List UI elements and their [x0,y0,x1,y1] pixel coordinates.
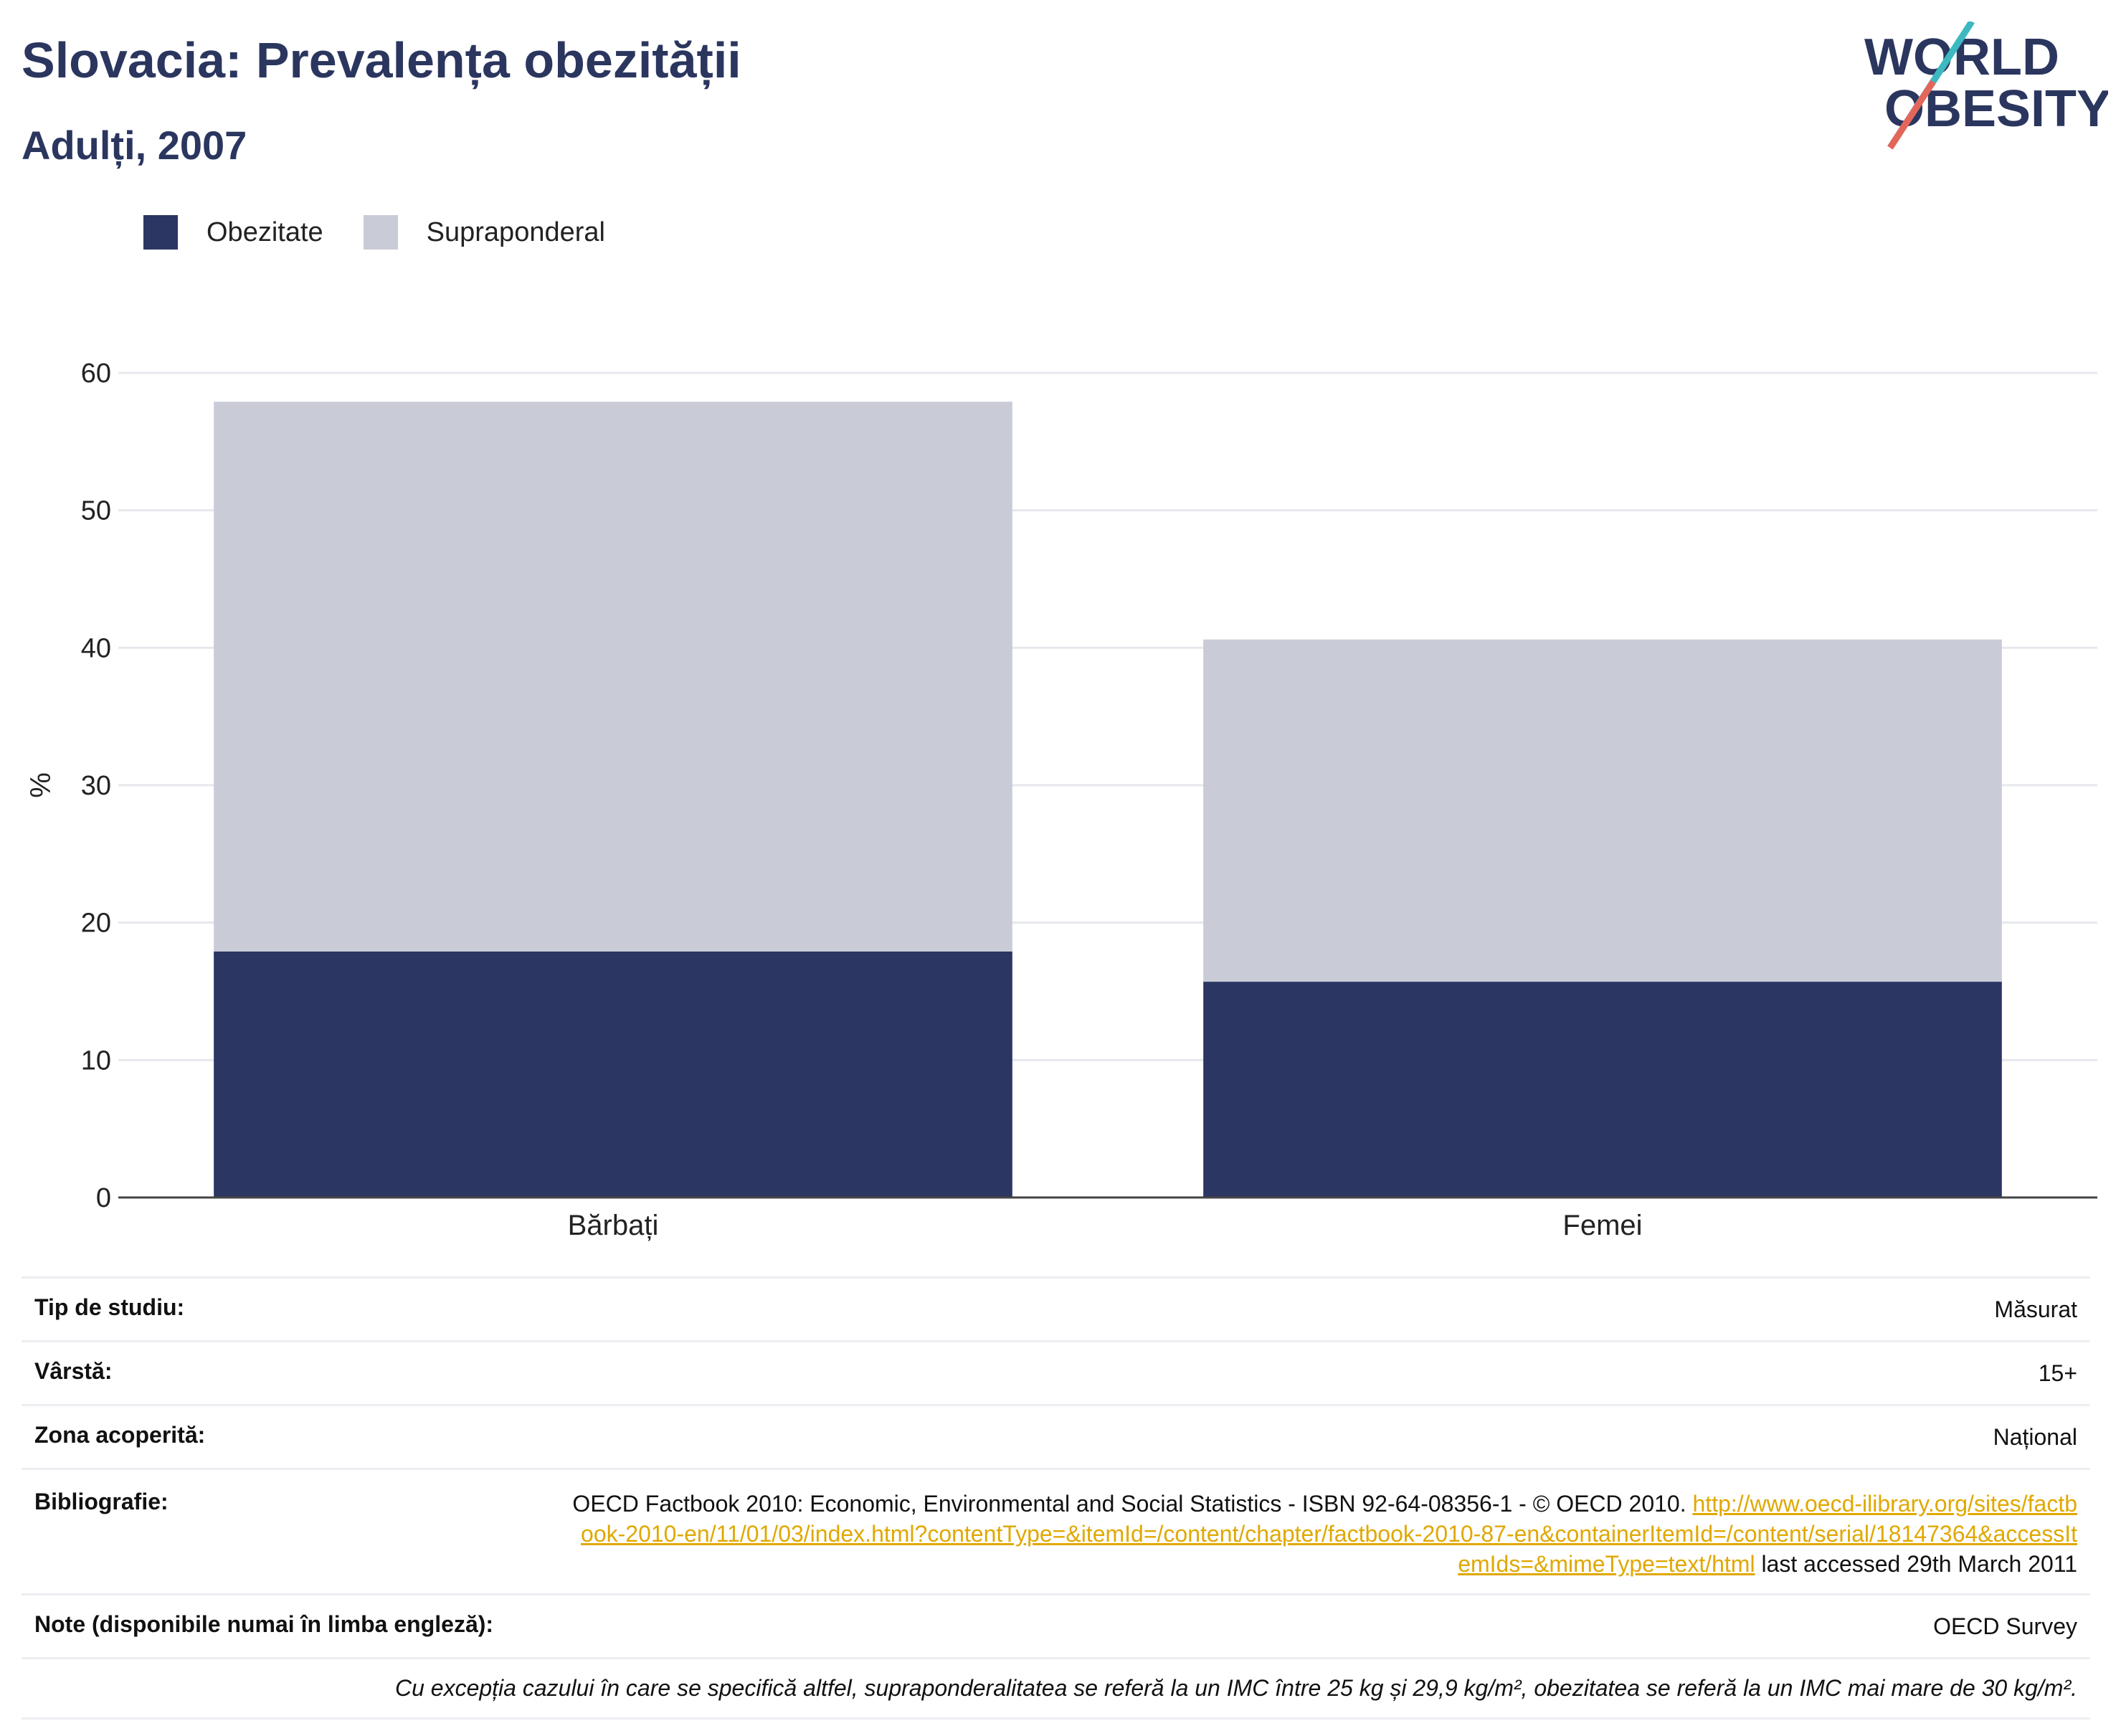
logo-slash-red-icon [1887,80,1936,150]
y-tick-label-40: 40 [81,633,111,663]
age-label: Vârstă: [34,1358,113,1384]
bar-overweight-1 [1203,639,2002,982]
bar-obesity-0 [214,951,1012,1197]
y-tick-label-50: 50 [81,496,111,526]
bibliography-text: OECD Factbook 2010: Economic, Environmen… [572,1491,1686,1517]
chart-subtitle: Adulți, 2007 [22,123,247,168]
chart-legend: Obezitate Supraponderal [143,215,645,250]
y-axis-label: % [25,772,57,798]
x-tick-label-1: Femei [1562,1210,1642,1241]
study-type-value: Măsurat [1994,1296,2077,1322]
study-info-table: Tip de studiu: Măsurat Vârstă: 15+ Zona … [22,1276,2090,1720]
bar-obesity-1 [1203,982,2002,1197]
legend-label-obesity: Obezitate [207,217,323,247]
y-tick-label-0: 0 [96,1183,111,1213]
y-tick-label-30: 30 [81,771,111,801]
bibliography-accessed: last accessed 29th March 2011 [1761,1551,2077,1577]
definition-footnote: Cu excepția cazului în care se specifică… [22,1657,2090,1720]
y-tick-label-20: 20 [81,909,111,939]
legend-swatch-obesity [143,215,178,250]
notes-label: Note (disponibile numai în limba engleză… [34,1611,494,1637]
legend-item-overweight[interactable]: Supraponderal [363,215,605,250]
info-row-bibliography: Bibliografie: OECD Factbook 2010: Econom… [22,1468,2090,1593]
logo-text-obesity: OBESITY [1884,80,2108,138]
info-row-notes: Note (disponibile numai în limba engleză… [22,1593,2090,1657]
info-row-age: Vârstă: 15+ [22,1340,2090,1404]
notes-value: OECD Survey [1933,1613,2077,1639]
bar-overweight-0 [214,402,1012,952]
area-value: Național [1993,1424,2077,1450]
legend-item-obesity[interactable]: Obezitate [143,215,323,250]
stacked-bar-chart: 0 10 20 30 40 50 60% Bărbați Femei [25,359,2097,1241]
bibliography-label: Bibliografie: [34,1489,169,1514]
area-label: Zona acoperită: [34,1422,206,1448]
info-row-study-type: Tip de studiu: Măsurat [22,1276,2090,1340]
x-tick-label-0: Bărbați [568,1210,659,1241]
y-tick-label-10: 10 [81,1045,111,1076]
legend-label-overweight: Supraponderal [426,217,605,247]
chart-title: Slovacia: Prevalența obezității [22,32,741,88]
y-tick-label-60: 60 [81,359,111,389]
age-value: 15+ [2038,1360,2077,1386]
bibliography-value: OECD Factbook 2010: Economic, Environmen… [571,1489,2077,1579]
study-type-label: Tip de studiu: [34,1294,185,1320]
legend-swatch-overweight [363,215,398,250]
bibliography-link[interactable]: http://www.oecd-ilibrary.org/sites/factb… [581,1491,2077,1577]
info-row-area: Zona acoperită: Național [22,1404,2090,1468]
